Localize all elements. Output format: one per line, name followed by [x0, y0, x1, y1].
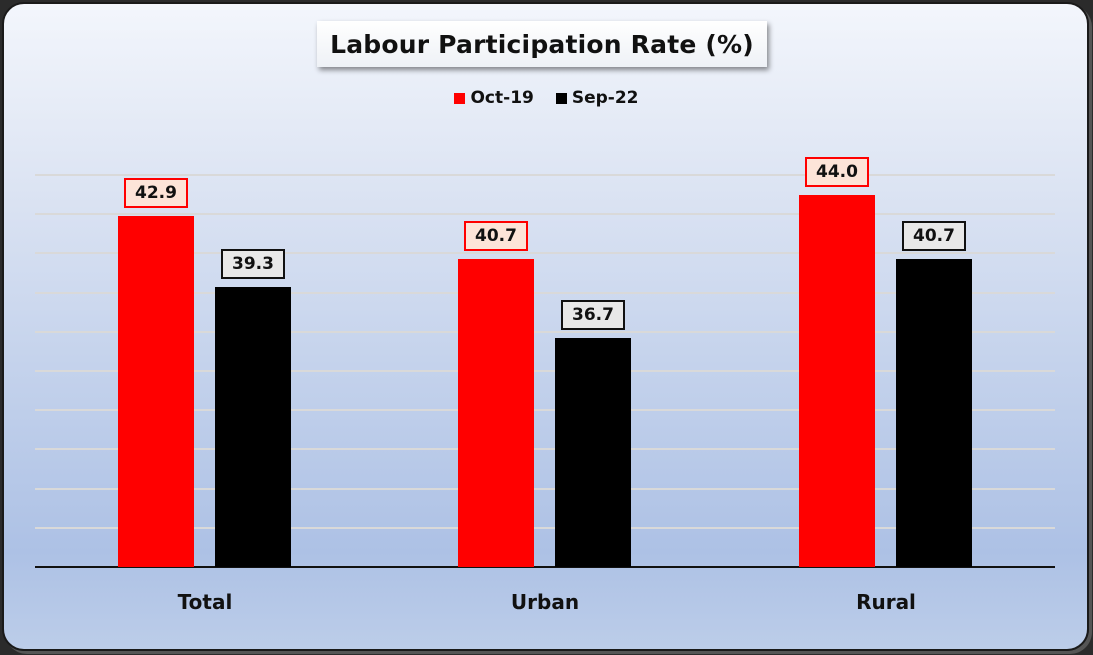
chart-title: Labour Participation Rate (%)	[317, 21, 767, 67]
data-label: 39.3	[221, 248, 285, 279]
gridline	[35, 291, 1055, 294]
legend: Oct-19 Sep-22	[0, 88, 1093, 108]
legend-swatch-black-icon	[555, 92, 567, 104]
gridline	[35, 213, 1055, 216]
x-axis-line	[35, 566, 1055, 568]
plot-area: 42.9 40.7 44.0 39.3 36.7 40.7	[35, 150, 1055, 568]
legend-item-sep22: Sep-22	[555, 88, 639, 108]
category-label: Total	[177, 590, 233, 614]
gridline	[35, 448, 1055, 451]
gridline	[35, 174, 1055, 176]
data-label: 40.7	[902, 221, 966, 252]
legend-label: Sep-22	[571, 88, 639, 108]
bar	[215, 286, 291, 567]
gridline	[35, 526, 1055, 529]
bar	[799, 194, 875, 567]
gridline	[35, 370, 1055, 372]
data-label: 36.7	[561, 299, 625, 330]
data-label: 42.9	[124, 178, 188, 209]
bar	[118, 216, 194, 567]
data-label: 44.0	[805, 156, 869, 187]
data-label: 40.7	[464, 221, 528, 252]
gridline	[35, 487, 1055, 490]
category-label: Urban	[510, 590, 580, 614]
legend-label: Oct-19	[470, 88, 534, 108]
gridline	[35, 330, 1055, 333]
category-label: Rural	[856, 590, 916, 614]
gridline	[35, 252, 1055, 255]
legend-item-oct19: Oct-19	[454, 88, 534, 108]
gridline	[35, 409, 1055, 412]
bar	[458, 259, 534, 567]
bar	[555, 337, 631, 567]
bar	[896, 259, 972, 567]
legend-swatch-red-icon	[454, 92, 466, 104]
